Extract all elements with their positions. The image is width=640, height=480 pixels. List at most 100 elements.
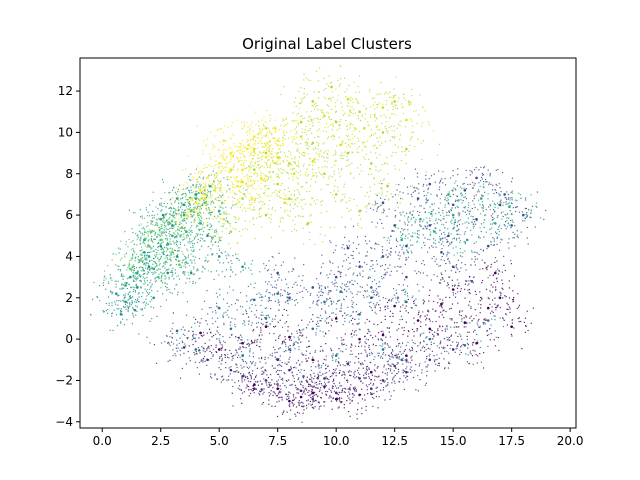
density-dot [409,350,411,352]
density-dot [274,280,276,282]
density-dot [351,152,353,154]
density-dot [435,227,437,229]
density-dot [356,334,358,336]
density-dot [460,338,463,340]
density-dot [418,365,420,367]
density-dot [457,230,459,232]
density-dot [376,263,378,265]
density-dot [224,354,227,356]
density-dot [137,270,139,272]
density-dot [304,393,306,395]
density-dot [153,217,155,219]
density-dot [120,310,122,312]
density-dot [170,254,172,256]
density-dot [433,335,435,338]
density-dot [481,178,484,180]
density-dot [142,276,145,278]
density-dot [492,236,494,239]
density-dot [340,305,343,307]
density-dot [446,339,448,341]
density-dot [292,374,294,377]
density-dot [447,251,449,253]
density-dot [220,239,222,242]
density-dot [403,279,406,281]
density-dot [531,205,534,208]
density-dot [151,217,154,219]
density-dot [455,264,458,266]
density-dot [278,363,280,366]
density-dot [451,189,453,191]
density-dot [168,343,170,345]
density-dot [338,357,340,359]
density-dot [284,322,286,324]
density-dot [143,279,146,281]
density-dot [331,408,333,410]
density-dot [250,299,252,301]
density-dot [234,326,236,328]
density-dot [286,398,288,401]
density-dot [165,231,168,233]
density-dot [180,211,183,213]
density-dot [311,406,313,408]
density-dot [292,343,295,345]
density-dot [341,339,343,341]
density-dot [449,347,451,350]
density-dot [209,223,211,225]
density-dot [203,355,206,358]
density-dot [478,236,480,238]
density-dot [436,358,438,361]
density-dot [157,245,159,248]
density-dot [495,288,497,290]
density-dot [182,211,185,213]
density-dot [268,316,271,318]
density-dot [330,108,332,110]
density-dot [318,363,320,365]
density-dot [439,340,442,342]
density-dot [311,122,313,124]
density-dot [274,293,276,295]
density-dot [186,338,189,340]
density-dot [300,369,302,371]
density-dot [398,371,400,373]
density-dot [509,311,511,314]
density-dot [184,210,186,212]
density-dot [216,378,218,380]
density-dot [165,254,168,257]
density-dot [365,255,367,257]
density-dot [203,240,205,242]
density-dot [157,249,159,251]
density-dot [199,228,201,231]
density-dot [128,262,130,264]
density-dot [349,115,351,117]
density-dot [516,206,518,208]
density-dot [298,328,300,331]
density-dot [294,299,296,302]
density-dot [136,299,138,302]
density-dot [166,239,168,241]
density-dot [185,188,187,190]
density-dot [438,316,440,318]
density-dot [168,288,170,291]
density-dot [436,194,438,196]
density-dot [381,246,383,248]
density-dot [511,213,513,215]
density-dot [335,303,338,305]
density-dot [419,333,421,335]
density-dot [347,268,349,270]
density-dot [160,305,162,308]
density-dot [469,300,471,303]
density-dot [265,382,267,384]
density-dot [492,200,494,202]
density-dot [400,353,402,355]
density-dot [411,297,413,299]
density-dot [392,230,394,232]
density-dot [422,227,424,230]
density-dot [169,291,171,294]
density-dot [244,267,247,269]
density-dot [311,381,313,383]
density-dot [177,294,179,296]
density-dot [436,195,438,197]
density-dot [414,370,416,372]
density-dot [309,352,311,354]
density-dot [140,257,142,260]
